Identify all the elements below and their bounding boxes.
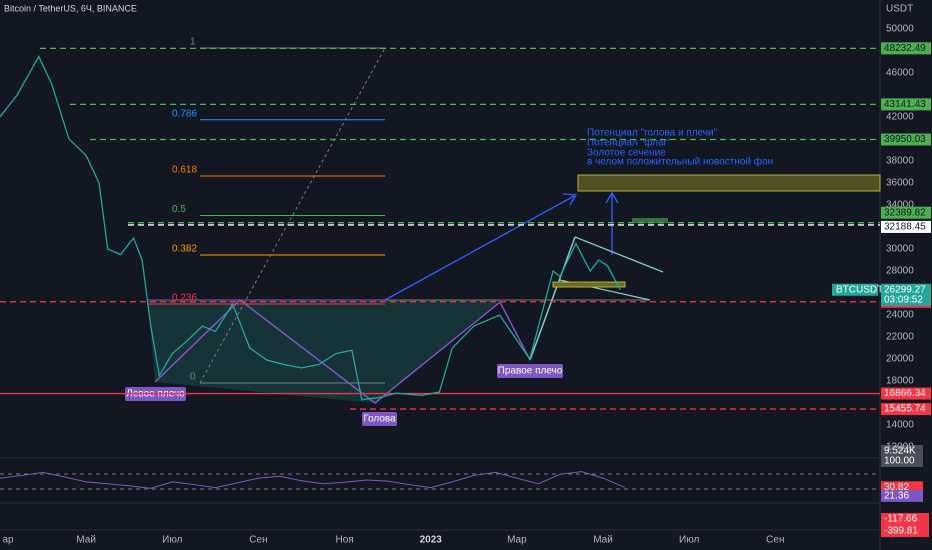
fib-label: 0.236: [172, 293, 197, 304]
y-tick-label: 18000: [886, 376, 914, 387]
x-tick-label: Июл: [162, 535, 182, 546]
rsi-label: 30.82: [884, 482, 909, 493]
target-zone: [632, 218, 668, 223]
arrowhead: [605, 191, 619, 204]
level-box: [881, 220, 931, 233]
price-line: [0, 471, 625, 489]
y-tick-label: 20000: [886, 354, 914, 365]
level-label: 48232.49: [884, 43, 926, 54]
y-tick-label: 30000: [886, 244, 914, 255]
volume-label: 9.524K: [884, 446, 916, 457]
y-tick-label: 34000: [886, 200, 914, 211]
macd-label: -399.81: [884, 526, 918, 537]
level-box: [881, 42, 931, 55]
label-box: [362, 412, 397, 426]
level-label: 15455.74: [884, 404, 926, 415]
volume-box: [881, 445, 923, 457]
x-tick-label: Сен: [249, 535, 267, 546]
last-price: 26299.27: [884, 284, 926, 295]
level-box: [881, 133, 931, 146]
zone: [552, 281, 626, 288]
rsi-label: 21.36: [884, 491, 909, 502]
y-tick-label: 14000: [886, 420, 914, 431]
x-tick-label: Ноя: [335, 535, 353, 546]
x-tick-label: Май: [593, 535, 613, 546]
x-tick-label: Сен: [766, 535, 784, 546]
y-tick-label: 50000: [886, 24, 914, 35]
level-box: [881, 403, 931, 416]
note: в челом положительный новостной фон: [587, 156, 773, 168]
target-zone: [577, 174, 881, 192]
symbol-title: Bitcoin / TetherUS, 6Ч, BINANCE: [4, 3, 137, 13]
y-tick-label: 46000: [886, 68, 914, 79]
fib-label: 0.5: [172, 204, 186, 215]
note: Потенциал "голова и плечи": [587, 128, 718, 139]
symbol-label: BTCUSDT: [836, 284, 883, 295]
rsi-box: [881, 489, 923, 502]
flag-line: [574, 236, 664, 273]
y-tick-label: 24000: [886, 310, 914, 321]
rsi-box: [881, 455, 923, 467]
y-tick-label: 42000: [886, 112, 914, 123]
level-box: [881, 206, 931, 219]
price-line: [0, 54, 621, 401]
head-label: Голова: [363, 414, 396, 425]
arrowhead: [562, 193, 578, 206]
right-shoulder-label: Правое плечо: [498, 366, 563, 377]
y-tick-label: 12000: [886, 442, 914, 453]
fib-label: 0: [190, 372, 196, 383]
pattern-fill: [148, 300, 500, 403]
level-label: 43141.43: [884, 99, 926, 110]
x-tick-label: ар: [2, 535, 14, 546]
flag-pole: [529, 236, 576, 361]
macd-box: [881, 513, 929, 525]
fib-label: 0.786: [172, 108, 197, 119]
x-tick-label: Июл: [679, 535, 699, 546]
note: Золотое сечение: [587, 148, 666, 159]
y-tick-label: 22000: [886, 332, 914, 343]
arrow: [384, 195, 575, 301]
fib-label: 0.382: [172, 244, 197, 255]
macd-label: -117.66: [884, 514, 918, 525]
x-tick-label: Мар: [507, 535, 527, 546]
y-tick-label: 36000: [886, 178, 914, 189]
x-tick-label: 2023: [420, 535, 443, 546]
x-tick-label: Май: [76, 535, 96, 546]
symbol-box: [832, 283, 878, 296]
currency: USDT: [886, 4, 913, 15]
countdown: 03:09:52: [884, 294, 923, 305]
level-label: 32389.82: [884, 207, 926, 218]
head-shoulders-line: [154, 299, 531, 404]
level-label: 16866.34: [884, 388, 926, 399]
y-tick-label: 28000: [886, 266, 914, 277]
level-box: [881, 98, 931, 111]
level-label: 32188.45: [884, 222, 926, 233]
last-price-box: [881, 283, 931, 306]
level-box: [881, 387, 931, 400]
fib-label: 0.618: [172, 165, 197, 176]
y-tick-label: 38000: [886, 156, 914, 167]
macd-box: [881, 525, 929, 537]
label-box: [497, 364, 563, 378]
level-label: 39950.03: [884, 134, 926, 145]
rsi-label: 100.00: [884, 456, 915, 467]
fib-label: 1: [190, 37, 196, 48]
